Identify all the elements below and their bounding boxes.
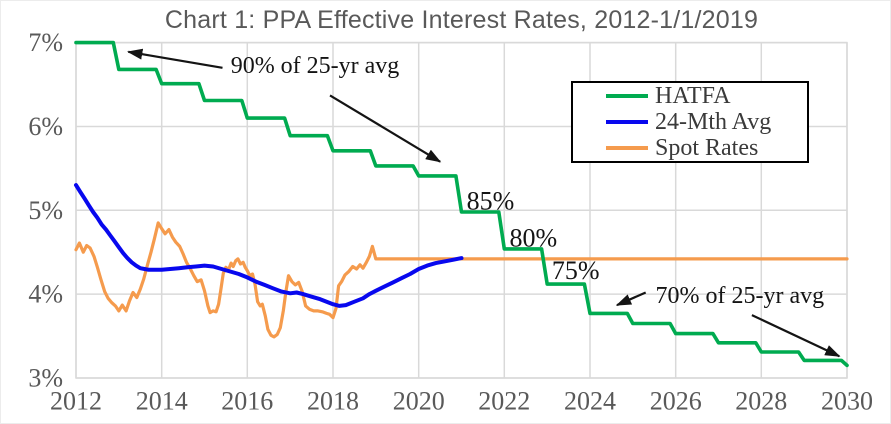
hatfa-line bbox=[74, 40, 849, 368]
corridor-annotation: 85% bbox=[467, 187, 515, 216]
x-axis-tick-label: 2014 bbox=[136, 387, 188, 416]
24mth-avg-line-swatch bbox=[606, 119, 648, 124]
legend-label-24mth-avg: 24-Mth Avg bbox=[655, 108, 772, 135]
legend-label-spot-rates: Spot Rates bbox=[655, 135, 759, 162]
annotation-arrow bbox=[615, 291, 647, 307]
corridor-annotation: 70% of 25-yr avg bbox=[656, 283, 825, 309]
x-axis-tick-label: 2024 bbox=[564, 387, 616, 416]
y-axis-tick-label: 3% bbox=[28, 364, 63, 393]
annotation-arrow bbox=[329, 94, 442, 163]
x-axis-tick-label: 2018 bbox=[307, 387, 359, 416]
annotation-arrow bbox=[751, 314, 841, 358]
legend-item-spot-rates: Spot Rates bbox=[606, 136, 807, 161]
x-axis-tick-label: 2016 bbox=[221, 387, 273, 416]
plot-border bbox=[75, 41, 848, 379]
x-axis-tick-label: 2028 bbox=[735, 387, 787, 416]
hatfa-line-swatch bbox=[606, 93, 648, 98]
corridor-annotation: 75% bbox=[552, 256, 600, 285]
corridor-annotation: 80% bbox=[510, 224, 558, 253]
legend-item-hatfa: HATFA bbox=[606, 83, 807, 108]
corridor-annotation: 90% of 25-yr avg bbox=[231, 53, 400, 79]
24mth-avg-line bbox=[74, 183, 464, 308]
annotation-arrow bbox=[126, 48, 223, 69]
spot-rates-line bbox=[74, 221, 849, 339]
x-axis-tick-label: 2022 bbox=[478, 387, 530, 416]
x-axis-tick-label: 2020 bbox=[393, 387, 445, 416]
x-axis-tick-label: 2030 bbox=[821, 387, 873, 416]
chart-title: Chart 1: PPA Effective Interest Rates, 2… bbox=[164, 6, 759, 34]
y-axis-tick-label: 6% bbox=[28, 112, 63, 141]
y-axis-tick-label: 5% bbox=[28, 196, 63, 225]
legend-item-24mth-avg: 24-Mth Avg bbox=[606, 109, 807, 134]
x-axis-tick-label: 2026 bbox=[650, 387, 702, 416]
x-axis-tick-label: 2012 bbox=[50, 387, 102, 416]
spot-rates-line-swatch bbox=[606, 146, 648, 151]
y-axis-tick-label: 4% bbox=[28, 280, 63, 309]
y-axis-tick-label: 7% bbox=[28, 28, 63, 57]
legend-label-hatfa: HATFA bbox=[655, 82, 731, 109]
legend: HATFA 24-Mth Avg Spot Rates bbox=[571, 81, 809, 163]
